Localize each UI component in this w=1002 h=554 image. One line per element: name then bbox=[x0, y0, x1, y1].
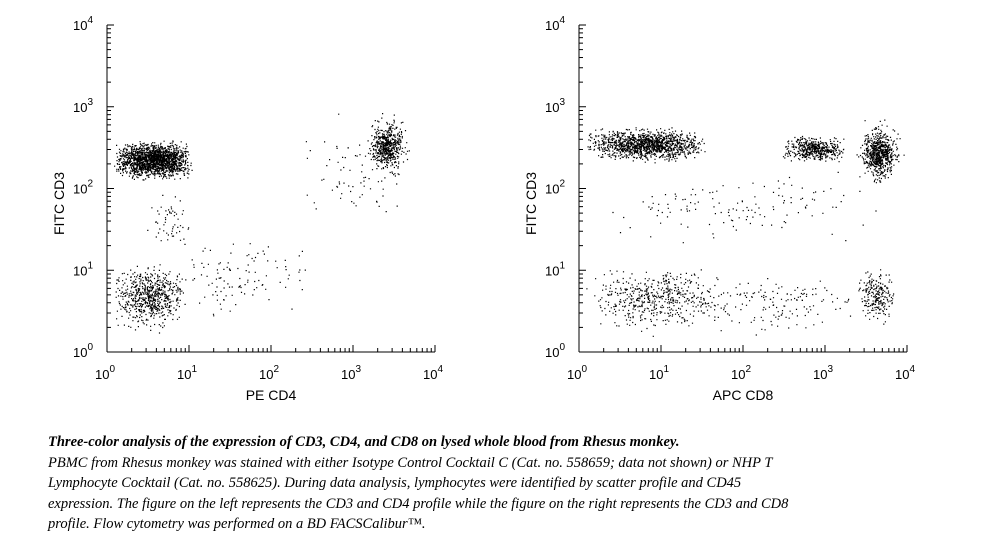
x-axis-title: PE CD4 bbox=[246, 387, 297, 403]
x-tick-exponent: 3 bbox=[827, 364, 833, 375]
data-points bbox=[114, 113, 410, 334]
x-tick-exponent: 1 bbox=[663, 364, 669, 375]
y-tick-base: 10 bbox=[545, 182, 559, 197]
x-tick-base: 10 bbox=[649, 367, 663, 382]
event-dots bbox=[114, 113, 410, 334]
x-tick-exponent: 2 bbox=[273, 364, 279, 375]
y-tick-label: 101 bbox=[73, 260, 93, 278]
y-tick-label: 101 bbox=[545, 260, 565, 278]
y-tick-exponent: 3 bbox=[559, 97, 565, 108]
x-tick-label: 102 bbox=[259, 364, 279, 382]
y-tick-base: 10 bbox=[73, 100, 87, 115]
x-tick-base: 10 bbox=[813, 367, 827, 382]
x-tick-base: 10 bbox=[95, 367, 109, 382]
x-tick-base: 10 bbox=[177, 367, 191, 382]
x-tick-exponent: 3 bbox=[355, 364, 361, 375]
x-tick-label: 104 bbox=[423, 364, 443, 382]
y-tick-base: 10 bbox=[73, 182, 87, 197]
y-tick-exponent: 4 bbox=[87, 15, 93, 26]
x-tick-exponent: 4 bbox=[437, 364, 443, 375]
x-tick-label: 101 bbox=[649, 364, 669, 382]
caption-title: Three-color analysis of the expression o… bbox=[48, 434, 680, 450]
y-tick-base: 10 bbox=[73, 263, 87, 278]
data-points bbox=[586, 119, 905, 337]
y-tick-label: 102 bbox=[73, 179, 93, 197]
y-tick-label: 100 bbox=[73, 342, 93, 360]
y-tick-exponent: 4 bbox=[559, 15, 565, 26]
y-tick-label: 103 bbox=[73, 97, 93, 115]
x-tick-label: 101 bbox=[177, 364, 197, 382]
cd3-cd8-plot: 100 101 102 103 104 100 101 102 103 104 APC CD8 FIT… bbox=[472, 0, 952, 420]
x-tick-base: 10 bbox=[259, 367, 273, 382]
x-tick-base: 10 bbox=[731, 367, 745, 382]
x-tick-base: 10 bbox=[895, 367, 909, 382]
y-tick-base: 10 bbox=[545, 263, 559, 278]
y-tick-exponent: 2 bbox=[559, 179, 565, 190]
event-dots bbox=[586, 119, 905, 337]
y-tick-exponent: 2 bbox=[87, 179, 93, 190]
y-tick-base: 10 bbox=[545, 345, 559, 360]
x-tick-exponent: 1 bbox=[191, 364, 197, 375]
cd3-cd4-plot: 100 101 102 103 104 100 101 102 103 104 PE CD4 FITC… bbox=[0, 0, 480, 420]
y-tick-label: 104 bbox=[545, 15, 565, 33]
y-tick-base: 10 bbox=[545, 100, 559, 115]
x-tick-exponent: 2 bbox=[745, 364, 751, 375]
y-tick-label: 100 bbox=[545, 342, 565, 360]
y-tick-label: 102 bbox=[545, 179, 565, 197]
y-tick-label: 103 bbox=[545, 97, 565, 115]
x-tick-label: 100 bbox=[567, 364, 587, 382]
y-tick-label: 104 bbox=[73, 15, 93, 33]
x-tick-base: 10 bbox=[567, 367, 581, 382]
caption-body: PBMC from Rhesus monkey was stained with… bbox=[48, 454, 789, 533]
y-tick-exponent: 1 bbox=[87, 260, 93, 271]
x-tick-label: 100 bbox=[95, 364, 115, 382]
y-tick-exponent: 1 bbox=[559, 260, 565, 271]
x-tick-base: 10 bbox=[423, 367, 437, 382]
y-tick-exponent: 0 bbox=[559, 342, 565, 353]
x-tick-exponent: 4 bbox=[909, 364, 915, 375]
x-tick-exponent: 0 bbox=[109, 364, 115, 375]
x-tick-label: 103 bbox=[813, 364, 833, 382]
x-tick-exponent: 0 bbox=[581, 364, 587, 375]
y-axis-title: FITC CD3 bbox=[51, 172, 67, 235]
figure-caption: Three-color analysis of the expression o… bbox=[48, 432, 808, 535]
y-axis-title: FITC CD3 bbox=[523, 172, 539, 235]
x-tick-base: 10 bbox=[341, 367, 355, 382]
x-tick-label: 103 bbox=[341, 364, 361, 382]
y-tick-base: 10 bbox=[73, 18, 87, 33]
x-tick-label: 104 bbox=[895, 364, 915, 382]
x-tick-label: 102 bbox=[731, 364, 751, 382]
x-axis-title: APC CD8 bbox=[713, 387, 774, 403]
y-tick-exponent: 3 bbox=[87, 97, 93, 108]
y-tick-base: 10 bbox=[545, 18, 559, 33]
y-tick-exponent: 0 bbox=[87, 342, 93, 353]
y-tick-base: 10 bbox=[73, 345, 87, 360]
